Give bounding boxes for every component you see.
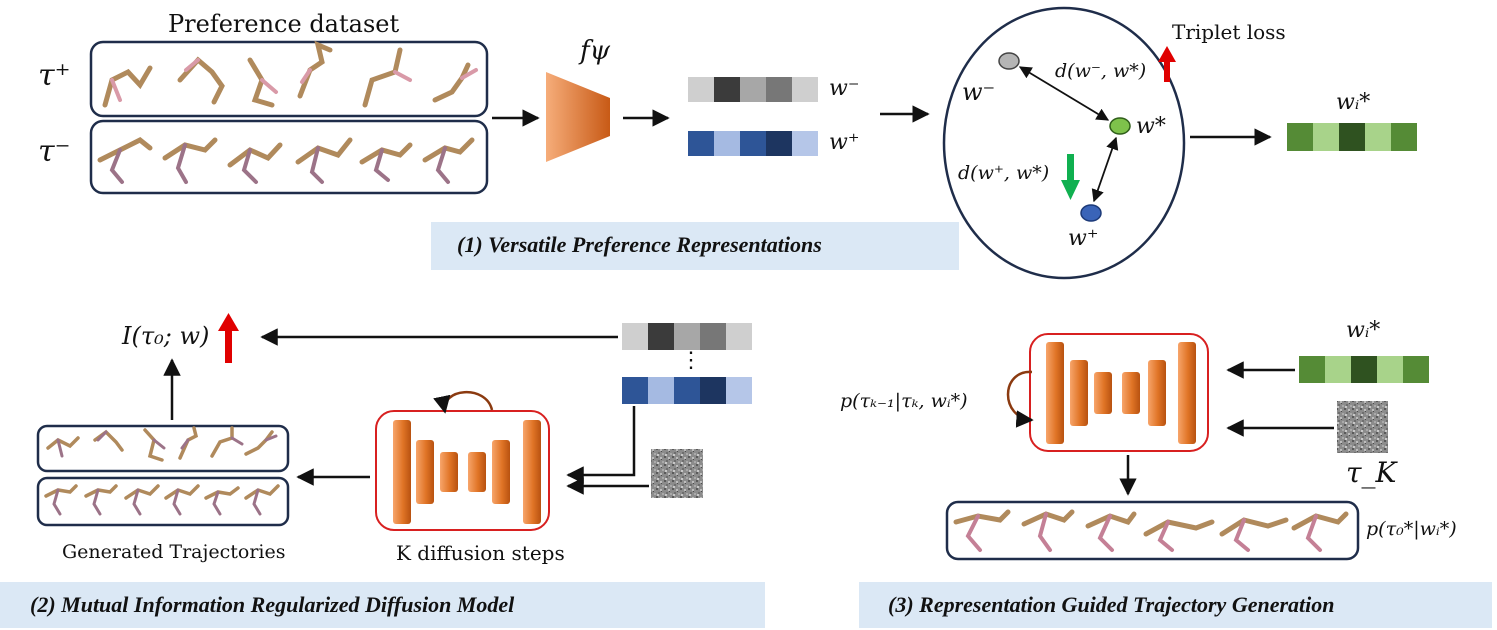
generated-trajectories-label: Generated Trajectories: [62, 541, 286, 563]
tau-plus-box: [89, 40, 489, 118]
w-plus-node: [1080, 204, 1102, 222]
generated-top-figures: [46, 426, 278, 462]
caption-band-1: [431, 222, 959, 270]
circle-w-minus-label: w⁻: [962, 78, 996, 106]
guided-unet-bars: [1046, 342, 1196, 444]
vector-dots: ⋮: [680, 348, 702, 373]
w-i-star-vector-3: [1299, 356, 1429, 383]
tau-minus-figures: [97, 137, 475, 184]
w-i-star-vector: [1287, 123, 1417, 151]
circle-w-star-label: w*: [1136, 114, 1166, 139]
d-neg-label: d(w⁻, w*): [1055, 60, 1147, 82]
red-up-arrow-triplet: [1158, 46, 1176, 82]
w-plus-vector: [688, 131, 818, 156]
w-minus-vector-2: [622, 323, 752, 350]
w-plus-vector-2: [622, 377, 752, 404]
w-plus-label: w⁺: [829, 130, 860, 155]
w-minus-vector: [688, 77, 818, 102]
caption-band-2: [0, 582, 765, 628]
mutual-info-label: I(τ₀; w): [122, 322, 210, 350]
caption-2: (2) Mutual Information Regularized Diffu…: [30, 592, 515, 617]
dataset-title: Preference dataset: [168, 10, 400, 38]
diffusion-steps-label: K diffusion steps: [396, 541, 565, 565]
embedding-space-circle: [942, 6, 1186, 280]
w-minus-node: [998, 52, 1020, 70]
tau-plus-figures: [102, 40, 478, 108]
tau-K-label: τ_K: [1346, 456, 1397, 489]
red-up-arrow-mi: [218, 313, 239, 363]
encoder-trapezoid: [546, 72, 610, 162]
diffusion-loop-arrow: [433, 391, 494, 414]
output-label: p(τ₀*|wᵢ*): [1366, 518, 1457, 540]
noise-square-3: [1337, 401, 1388, 453]
circle-w-plus-label: w⁺: [1068, 226, 1099, 251]
green-down-arrow: [1061, 154, 1080, 200]
caption-3: (3) Representation Guided Trajectory Gen…: [888, 592, 1335, 617]
d-pos-label: d(w⁺, w*): [958, 162, 1050, 184]
noise-square-2: [651, 449, 703, 498]
w-i-star-label-3: wᵢ*: [1346, 318, 1381, 343]
tau-minus-label: τ⁻: [38, 134, 71, 169]
w-star-node: [1109, 117, 1131, 135]
guided-loop-arrow: [1006, 370, 1034, 428]
w-i-star-label: wᵢ*: [1336, 90, 1371, 115]
generated-bottom-figures: [44, 484, 280, 516]
tau-plus-label: τ⁺: [38, 58, 71, 93]
transition-label: p(τₖ₋₁|τₖ, wᵢ*): [840, 390, 968, 412]
triplet-loss-label: Triplet loss: [1172, 20, 1286, 44]
caption-1: (1) Versatile Preference Representations: [457, 232, 822, 257]
tau-minus-box: [89, 119, 489, 195]
output-figures: [953, 509, 1349, 552]
w-minus-label: w⁻: [829, 76, 860, 101]
encoder-label: fψ: [580, 36, 611, 66]
diffusion-unet-bars: [393, 420, 541, 524]
caption-band-3: [859, 582, 1492, 628]
